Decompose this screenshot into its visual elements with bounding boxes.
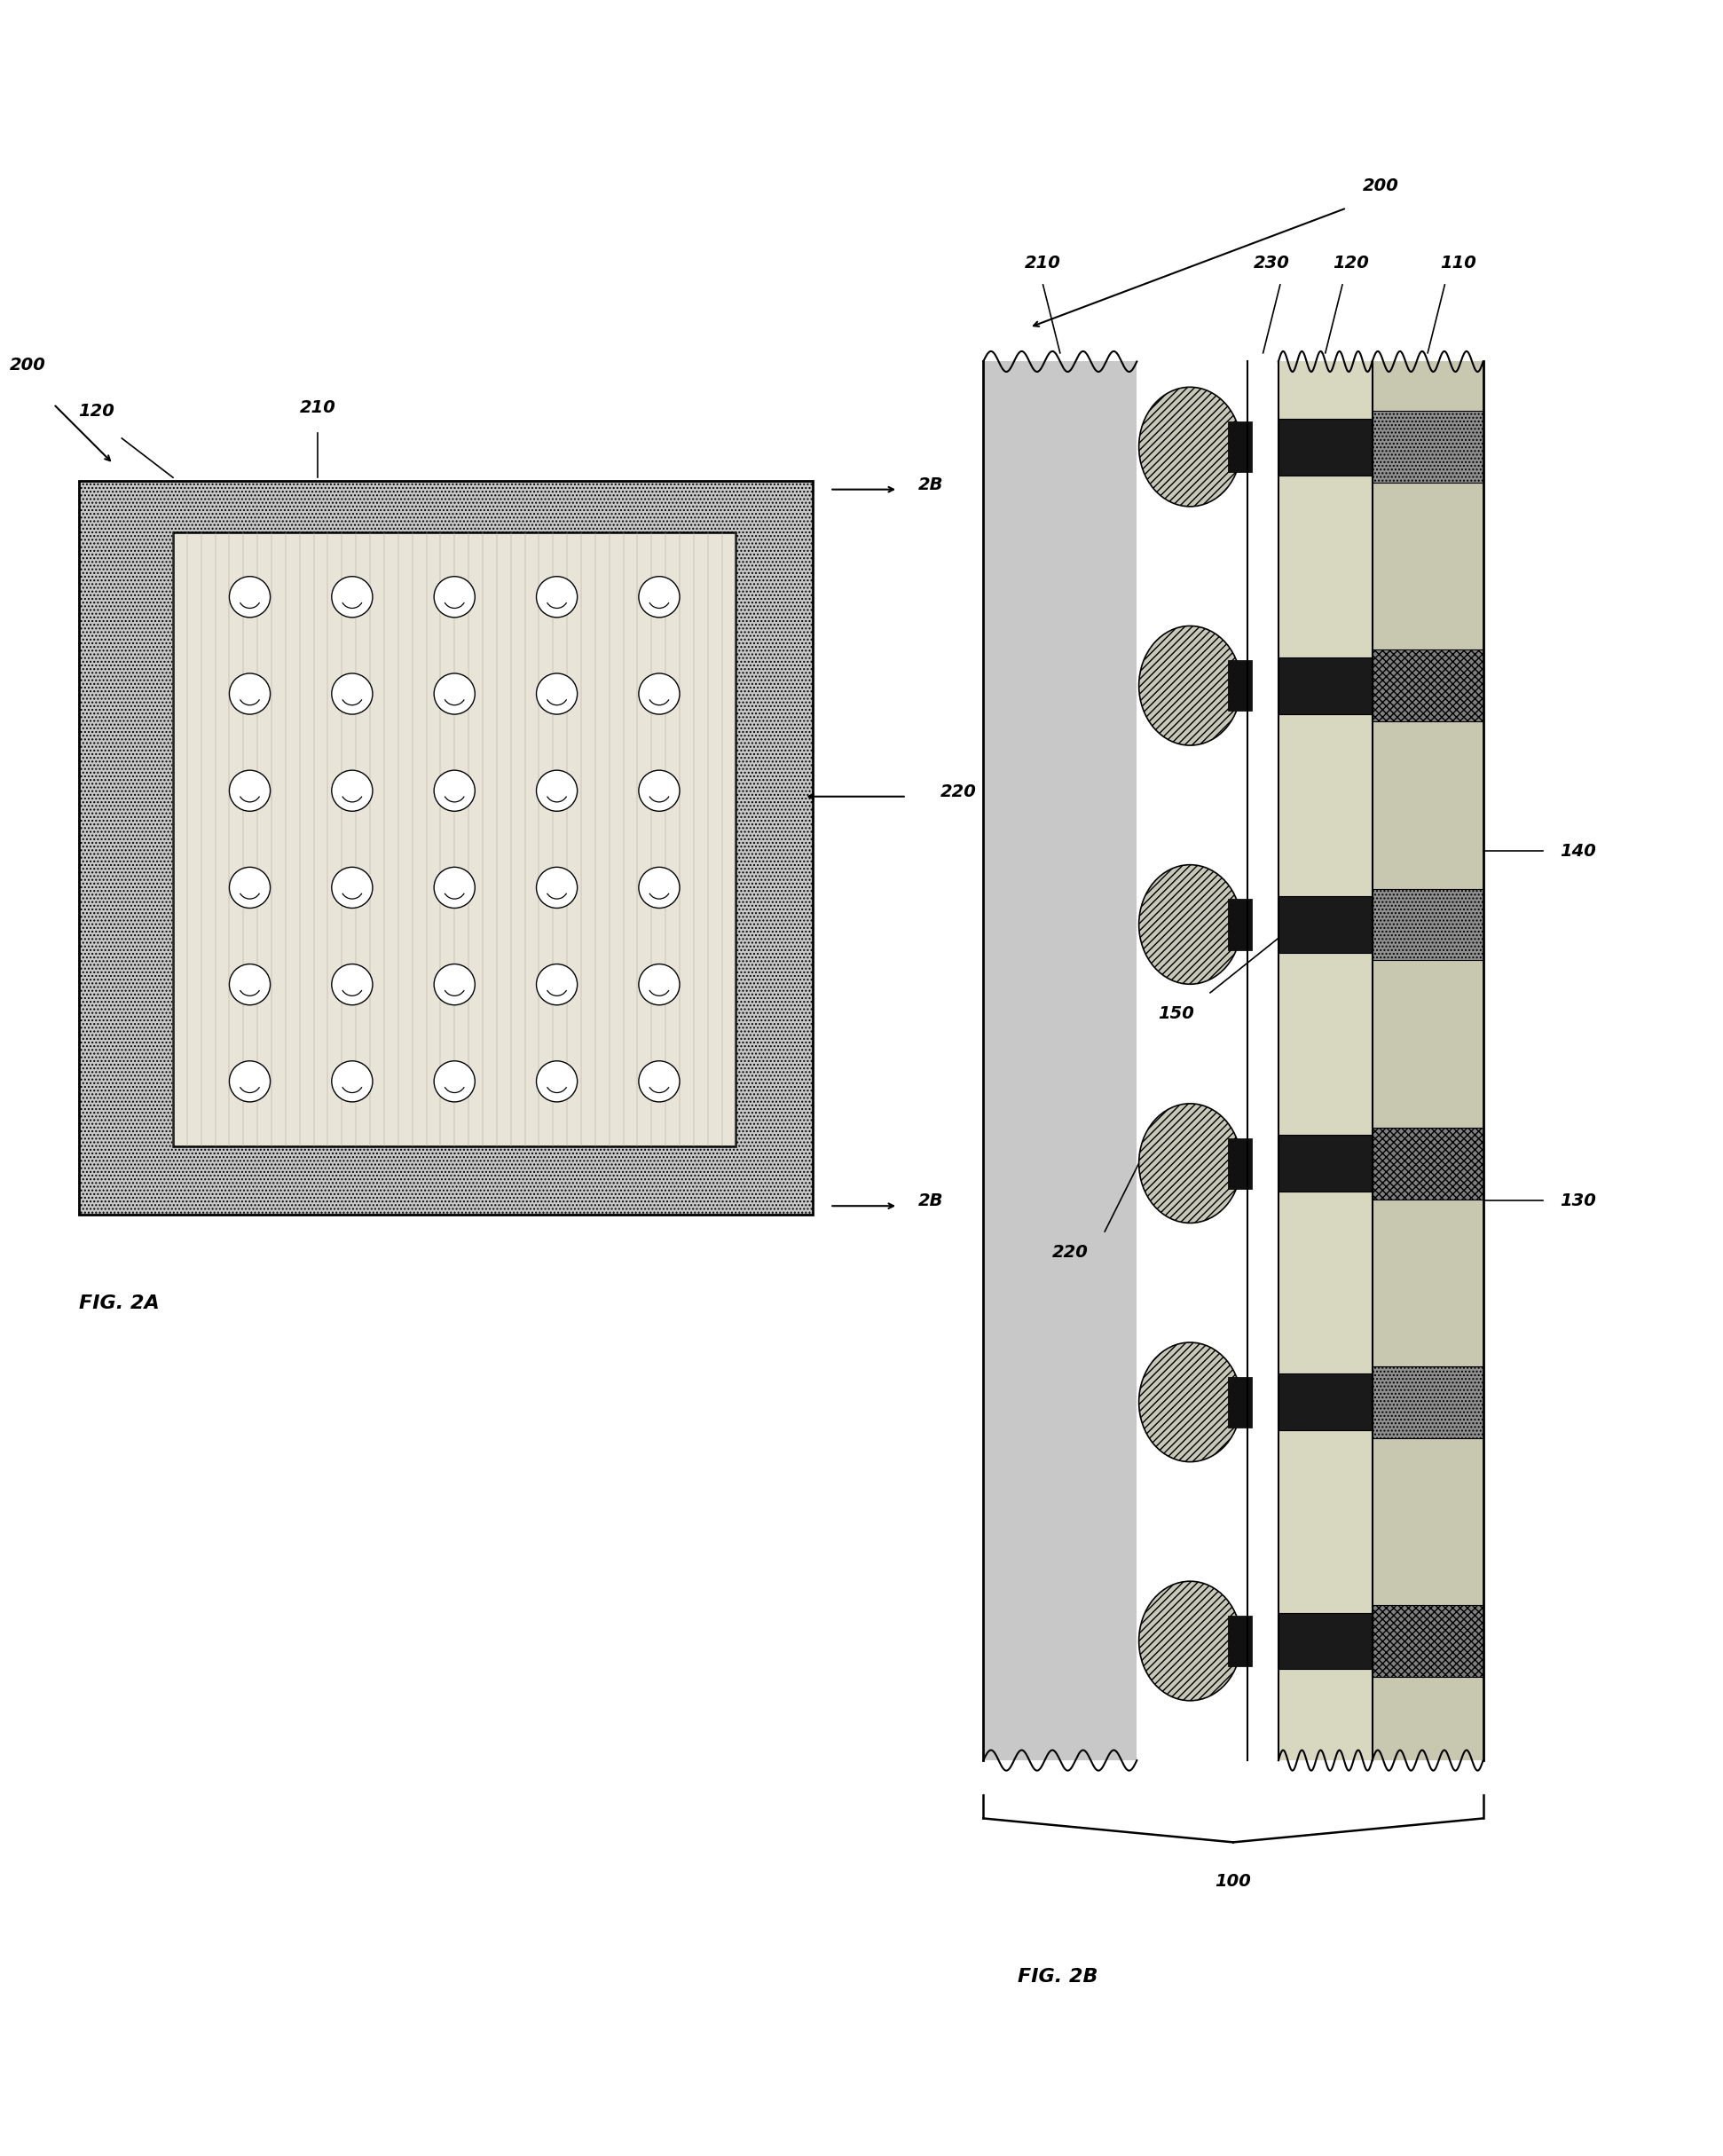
Circle shape bbox=[229, 673, 271, 714]
Circle shape bbox=[639, 576, 679, 617]
Ellipse shape bbox=[1139, 388, 1241, 507]
Ellipse shape bbox=[1139, 865, 1241, 983]
Circle shape bbox=[639, 964, 679, 1005]
Ellipse shape bbox=[1139, 1580, 1241, 1701]
Text: 150: 150 bbox=[1158, 1005, 1194, 1022]
Circle shape bbox=[331, 867, 372, 908]
Bar bbox=[1137, 362, 1247, 1759]
Text: 2B: 2B bbox=[918, 476, 944, 494]
Text: 100: 100 bbox=[1215, 1874, 1251, 1891]
Text: 2B: 2B bbox=[918, 1192, 944, 1210]
Bar bbox=[1278, 1373, 1372, 1429]
Bar bbox=[984, 362, 1137, 1759]
Bar bbox=[1278, 362, 1372, 1759]
Bar bbox=[1278, 658, 1372, 714]
Circle shape bbox=[536, 867, 577, 908]
Bar bbox=[1247, 362, 1278, 1759]
Circle shape bbox=[331, 964, 372, 1005]
Circle shape bbox=[331, 770, 372, 811]
Ellipse shape bbox=[1139, 1104, 1241, 1222]
Circle shape bbox=[229, 964, 271, 1005]
Text: 210: 210 bbox=[1025, 254, 1061, 272]
Bar bbox=[1227, 1138, 1251, 1188]
Bar bbox=[1372, 649, 1484, 722]
Bar bbox=[1227, 1615, 1251, 1667]
Circle shape bbox=[434, 673, 476, 714]
Circle shape bbox=[229, 867, 271, 908]
Text: 130: 130 bbox=[1559, 1192, 1595, 1210]
Text: FIG. 2B: FIG. 2B bbox=[1017, 1968, 1098, 1986]
Bar bbox=[1227, 1378, 1251, 1427]
Circle shape bbox=[639, 867, 679, 908]
Text: 110: 110 bbox=[1440, 254, 1477, 272]
Circle shape bbox=[434, 770, 476, 811]
Circle shape bbox=[536, 964, 577, 1005]
Ellipse shape bbox=[1139, 625, 1241, 746]
Bar bbox=[1372, 1128, 1484, 1199]
Text: FIG. 2A: FIG. 2A bbox=[79, 1294, 160, 1311]
Circle shape bbox=[536, 576, 577, 617]
Circle shape bbox=[331, 1061, 372, 1102]
Circle shape bbox=[331, 576, 372, 617]
Text: 200: 200 bbox=[10, 356, 47, 373]
Text: 120: 120 bbox=[78, 403, 114, 420]
Bar bbox=[1372, 412, 1484, 483]
Text: 220: 220 bbox=[941, 783, 977, 800]
Circle shape bbox=[639, 1061, 679, 1102]
Circle shape bbox=[639, 673, 679, 714]
Bar bbox=[1227, 420, 1251, 472]
Circle shape bbox=[434, 964, 476, 1005]
Bar bbox=[1372, 1604, 1484, 1677]
Circle shape bbox=[434, 1061, 476, 1102]
Bar bbox=[1372, 362, 1484, 1759]
Text: 210: 210 bbox=[300, 399, 336, 416]
Bar bbox=[1278, 897, 1372, 953]
Text: 220: 220 bbox=[1053, 1244, 1089, 1261]
Bar bbox=[1227, 660, 1251, 711]
Circle shape bbox=[229, 770, 271, 811]
Bar bbox=[79, 481, 813, 1214]
Ellipse shape bbox=[1139, 1343, 1241, 1462]
Circle shape bbox=[434, 576, 476, 617]
Circle shape bbox=[536, 770, 577, 811]
Text: 230: 230 bbox=[1253, 254, 1291, 272]
Circle shape bbox=[434, 867, 476, 908]
Bar bbox=[1372, 888, 1484, 959]
Bar bbox=[172, 533, 736, 1147]
Text: 200: 200 bbox=[1363, 177, 1399, 194]
Circle shape bbox=[639, 770, 679, 811]
Circle shape bbox=[229, 576, 271, 617]
Circle shape bbox=[536, 673, 577, 714]
Circle shape bbox=[229, 1061, 271, 1102]
Circle shape bbox=[536, 1061, 577, 1102]
Bar bbox=[1372, 1367, 1484, 1438]
Text: 140: 140 bbox=[1559, 843, 1595, 860]
Bar bbox=[1278, 418, 1372, 474]
Text: 120: 120 bbox=[1334, 254, 1370, 272]
Circle shape bbox=[331, 673, 372, 714]
Bar bbox=[1278, 1134, 1372, 1192]
Bar bbox=[1227, 899, 1251, 951]
Bar bbox=[1278, 1613, 1372, 1669]
